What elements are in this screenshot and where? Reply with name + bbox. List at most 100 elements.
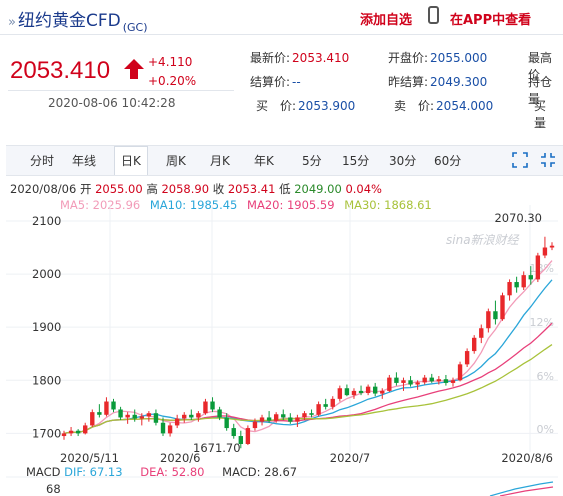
candle-body [302, 413, 307, 418]
candle-body [210, 401, 215, 410]
ma-legend: MA5: 2025.96 MA10: 1985.45 MA20: 1905.59… [60, 198, 432, 212]
candle-body [167, 425, 173, 434]
candle-body [351, 390, 357, 396]
candle-body [273, 414, 279, 421]
x-tick-label: 2020/5/11 [60, 451, 119, 465]
add-watchlist-button[interactable]: 添加自选 [360, 13, 413, 28]
macd-dif-line [489, 481, 554, 496]
double-chevron-icon: » [8, 15, 16, 30]
candle-body [337, 388, 343, 399]
candle-body [231, 428, 236, 437]
candle-body [90, 412, 95, 426]
instrument-name: 纽约黄金CFD [17, 11, 121, 31]
y-tick-label: 1900 [32, 320, 61, 334]
quote-timestamp: 2020-08-06 10:42:28 [48, 96, 176, 110]
candle-body [422, 377, 427, 383]
stat-prev-settle: 昨结算: 2049.300 [388, 75, 488, 89]
tab-year-line[interactable]: 年线 [72, 154, 97, 168]
candle-body [358, 390, 364, 394]
tab-15min[interactable]: 15分 [342, 154, 370, 168]
stat-high: 最高价 [528, 51, 553, 82]
up-arrow-icon [124, 59, 144, 79]
stat-ask: 卖 价: 2054.000 [394, 99, 494, 113]
candle-body [500, 295, 505, 320]
instrument-code: (GC) [122, 21, 148, 34]
candle-body [387, 377, 392, 391]
watermark: sina新浪财经 [446, 233, 521, 247]
y-tick-label: 1800 [32, 373, 61, 387]
y-axis-labels: 1700 1800 1900 2000 2100 [32, 214, 61, 440]
tab-5min[interactable]: 5分 [302, 154, 322, 168]
stat-latest: 最新价: 2053.410 [250, 51, 350, 65]
candle-body [436, 379, 442, 382]
candle-body [344, 388, 350, 396]
low-annotation: 1671.70 [193, 441, 241, 455]
fullscreen-icon[interactable] [512, 152, 528, 168]
candle-body [429, 377, 434, 382]
candle-body [507, 282, 512, 296]
candle-body [549, 245, 555, 248]
candle-body [464, 351, 470, 365]
stat-settle: 结算价: -- [250, 75, 301, 89]
tab-monthly-k[interactable]: 月K [210, 154, 230, 168]
ma30-legend: MA30: 1868.61 [344, 198, 432, 212]
candle-body [104, 401, 109, 415]
candle-body [245, 428, 251, 444]
candle-body [394, 377, 399, 383]
candle-body [238, 436, 244, 444]
ohlc-info: 2020/08/06 开 2055.00 高 2058.90 收 2053.41… [10, 182, 382, 196]
macd-legend: MACD DIF: 67.13 DEA: 52.80 MACD: 28.67 [26, 465, 298, 479]
candle-body [189, 414, 194, 418]
candle-body [309, 413, 314, 415]
tab-yearly-k[interactable]: 年K [254, 154, 274, 168]
macd-axis-value: 68 [46, 482, 61, 496]
sina-watermark: sina新浪财经 [446, 233, 521, 247]
tab-60min[interactable]: 60分 [434, 154, 462, 168]
tab-daily-k[interactable]: 日K [114, 146, 148, 175]
x-tick-label: 2020/6 [160, 451, 200, 465]
collapse-icon[interactable] [540, 152, 556, 168]
stat-open: 开盘价: 2055.000 [388, 51, 488, 65]
candle-body [415, 382, 420, 385]
stat-bid: 买 价: 2053.900 [256, 99, 356, 113]
moving-average-lines [63, 260, 553, 435]
candle-body [252, 421, 258, 429]
period-tabs: 分时 年线 日K 周K 月K 年K 5分 15分 30分 60分 [6, 145, 563, 176]
stat-open-interest: 持仓量 [528, 75, 553, 106]
candle-body [118, 409, 123, 418]
y-tick-label: 2100 [32, 214, 61, 228]
open-in-app-link[interactable]: 在APP中查看 [450, 13, 532, 28]
candle-body [443, 379, 449, 383]
candle-body [139, 416, 144, 419]
candle-body [61, 433, 67, 437]
tab-weekly-k[interactable]: 周K [166, 154, 186, 168]
candle-body [217, 409, 222, 418]
tab-intraday[interactable]: 分时 [30, 154, 55, 168]
ma-line-ma30 [63, 344, 553, 435]
candle-body [281, 414, 286, 418]
high-annotation: 2070.30 [494, 211, 542, 225]
candle-body [146, 413, 152, 417]
candle-body [408, 380, 413, 385]
candle-body [288, 417, 293, 422]
x-tick-label: 2020/7 [330, 451, 370, 465]
candle-body [380, 390, 385, 394]
header: » 纽约黄金CFD (GC) 添加自选 在APP中查看 [0, 0, 563, 34]
candle-body [125, 414, 130, 418]
candle-body [479, 328, 484, 338]
percent-tick-label: 6% [537, 370, 554, 383]
percent-tick-label: 0% [537, 423, 554, 436]
candle-body [316, 404, 321, 415]
candle-body [68, 430, 74, 434]
candle-body [224, 417, 229, 429]
candle-body [111, 401, 116, 410]
x-tick-label: 2020/8/6 [501, 451, 553, 465]
macd-dea: DEA: 52.80 [140, 465, 205, 479]
phone-icon [428, 6, 439, 24]
tab-30min[interactable]: 30分 [389, 154, 417, 168]
candle-body [528, 275, 533, 280]
y-tick-label: 1700 [32, 426, 61, 440]
candles [61, 236, 555, 449]
candle-body [472, 337, 477, 352]
